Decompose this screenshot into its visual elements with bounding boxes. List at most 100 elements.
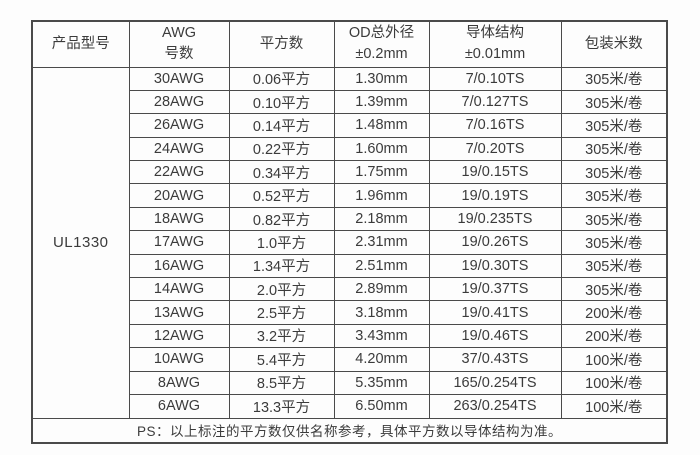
conductor-cell: 19/0.15TS: [428, 160, 562, 185]
packing-cell: 100米/卷: [560, 347, 668, 372]
header-label: 平方数: [259, 35, 304, 52]
col-header-conductor: 导体结构 ±0.01mm: [428, 20, 562, 68]
square-mm-cell: 0.52平方: [228, 183, 335, 208]
table-row: 12AWG 3.2平方 3.43mm 19/0.46TS 200米/卷: [32, 323, 668, 349]
square-mm-cell: 5.4平方: [228, 347, 335, 372]
awg-cell: 24AWG: [128, 136, 230, 162]
awg-cell: 10AWG: [128, 347, 230, 372]
packing-cell: 305米/卷: [560, 160, 668, 185]
packing-cell: 305米/卷: [560, 277, 668, 302]
packing-cell: 305米/卷: [560, 113, 668, 138]
od-cell: 6.50mm: [333, 393, 430, 419]
conductor-cell: 7/0.10TS: [428, 66, 562, 91]
conductor-cell: 165/0.254TS: [428, 370, 562, 395]
awg-cell: 16AWG: [128, 253, 230, 279]
square-mm-cell: 8.5平方: [228, 370, 335, 395]
header-label: ±0.2mm: [355, 46, 408, 63]
awg-cell: 22AWG: [128, 160, 230, 185]
square-mm-cell: 3.2平方: [228, 323, 335, 349]
square-mm-cell: 2.5平方: [228, 300, 335, 325]
col-header-od: OD总外径 ±0.2mm: [333, 20, 430, 68]
packing-cell: 100米/卷: [560, 393, 668, 419]
square-mm-cell: 0.82平方: [228, 206, 335, 232]
packing-cell: 200米/卷: [560, 323, 668, 349]
od-cell: 3.18mm: [333, 300, 430, 325]
od-cell: 1.48mm: [333, 113, 430, 138]
packing-cell: 305米/卷: [560, 183, 668, 208]
header-label: 包装米数: [584, 35, 643, 52]
square-mm-cell: 13.3平方: [228, 393, 335, 419]
conductor-cell: 7/0.127TS: [428, 89, 562, 115]
od-cell: 5.35mm: [333, 370, 430, 395]
table-header: 产品型号 AWG 号数 平方数 OD总外径 ±0.2mm 导体结构 ±0.01mm 包…: [31, 20, 668, 68]
packing-cell: 200米/卷: [560, 300, 668, 325]
header-label: 产品型号: [51, 35, 110, 52]
conductor-cell: 19/0.235TS: [428, 206, 562, 232]
awg-cell: 12AWG: [128, 323, 230, 349]
table-row: 10AWG 5.4平方 4.20mm 37/0.43TS 100米/卷: [32, 347, 668, 372]
table-row: 18AWG 0.82平方 2.18mm 19/0.235TS 305米/卷: [32, 206, 668, 232]
od-cell: 3.43mm: [333, 323, 430, 349]
header-label: ±0.01mm: [464, 46, 526, 63]
header-label: 导体结构: [466, 25, 524, 42]
col-header-awg: AWG 号数: [128, 20, 230, 68]
od-cell: 2.31mm: [333, 230, 430, 255]
awg-cell: 20AWG: [128, 183, 230, 208]
header-label: 号数: [164, 46, 194, 63]
packing-cell: 305米/卷: [560, 230, 668, 255]
footer-row: PS：以上标注的平方数仅供名称参考，具体平方数以导体结构为准。: [31, 417, 668, 444]
table-row: UL1330 30AWG 0.06平方 1.30mm 7/0.10TS 305米/卷: [31, 66, 668, 419]
table-row: 8AWG 8.5平方 5.35mm 165/0.254TS 100米/卷: [32, 370, 668, 395]
col-header-square-mm: 平方数: [228, 20, 335, 68]
awg-cell: 13AWG: [128, 300, 230, 325]
square-mm-cell: 1.34平方: [228, 253, 335, 279]
wire-spec-table: 产品型号 AWG 号数 平方数 OD总外径 ±0.2mm 导体结构 ±0.01mm 包…: [31, 20, 668, 444]
square-mm-cell: 0.14平方: [228, 113, 335, 138]
table-row: 16AWG 1.34平方 2.51mm 19/0.30TS 305米/卷: [32, 253, 668, 279]
header-label: AWG: [161, 25, 197, 42]
od-cell: 4.20mm: [333, 347, 430, 372]
table-row: 24AWG 0.22平方 1.60mm 7/0.20TS 305米/卷: [32, 136, 668, 162]
od-cell: 1.96mm: [333, 183, 430, 208]
table-row: 28AWG 0.10平方 1.39mm 7/0.127TS 305米/卷: [32, 89, 668, 115]
conductor-cell: 19/0.26TS: [428, 230, 562, 255]
packing-cell: 305米/卷: [560, 89, 668, 115]
awg-cell: 18AWG: [128, 206, 230, 232]
product-model-cell: UL1330: [31, 66, 130, 419]
packing-cell: 100米/卷: [560, 370, 668, 395]
footer-note: PS：以上标注的平方数仅供名称参考，具体平方数以导体结构为准。: [31, 417, 668, 444]
awg-cell: 17AWG: [128, 230, 230, 255]
od-cell: 2.51mm: [333, 253, 430, 279]
od-cell: 2.18mm: [333, 206, 430, 232]
conductor-cell: 7/0.20TS: [428, 136, 562, 162]
packing-cell: 305米/卷: [560, 66, 668, 91]
od-cell: 1.60mm: [333, 136, 430, 162]
packing-cell: 305米/卷: [560, 206, 668, 232]
awg-cell: 8AWG: [128, 370, 230, 395]
table-row: 26AWG 0.14平方 1.48mm 7/0.16TS 305米/卷: [32, 113, 668, 138]
od-cell: 1.30mm: [333, 66, 430, 91]
conductor-cell: 7/0.16TS: [428, 113, 562, 138]
od-cell: 1.39mm: [333, 89, 430, 115]
table-row: 14AWG 2.0平方 2.89mm 19/0.37TS 305米/卷: [32, 277, 668, 302]
square-mm-cell: 2.0平方: [228, 277, 335, 302]
square-mm-cell: 0.06平方: [228, 66, 335, 91]
table-row: 13AWG 2.5平方 3.18mm 19/0.41TS 200米/卷: [32, 300, 668, 325]
table-row: 22AWG 0.34平方 1.75mm 19/0.15TS 305米/卷: [32, 160, 668, 185]
conductor-cell: 19/0.41TS: [428, 300, 562, 325]
table-body: UL1330 30AWG 0.06平方 1.30mm 7/0.10TS 305米/卷 28A…: [31, 66, 668, 419]
conductor-cell: 19/0.37TS: [428, 277, 562, 302]
packing-cell: 305米/卷: [560, 253, 668, 279]
conductor-cell: 19/0.46TS: [428, 323, 562, 349]
col-header-packing: 包装米数: [560, 20, 668, 68]
awg-cell: 28AWG: [128, 89, 230, 115]
od-cell: 2.89mm: [333, 277, 430, 302]
awg-cell: 14AWG: [128, 277, 230, 302]
col-header-product-model: 产品型号: [31, 20, 130, 68]
square-mm-cell: 0.10平方: [228, 89, 335, 115]
conductor-cell: 37/0.43TS: [428, 347, 562, 372]
od-cell: 1.75mm: [333, 160, 430, 185]
conductor-cell: 19/0.30TS: [428, 253, 562, 279]
square-mm-cell: 1.0平方: [228, 230, 335, 255]
